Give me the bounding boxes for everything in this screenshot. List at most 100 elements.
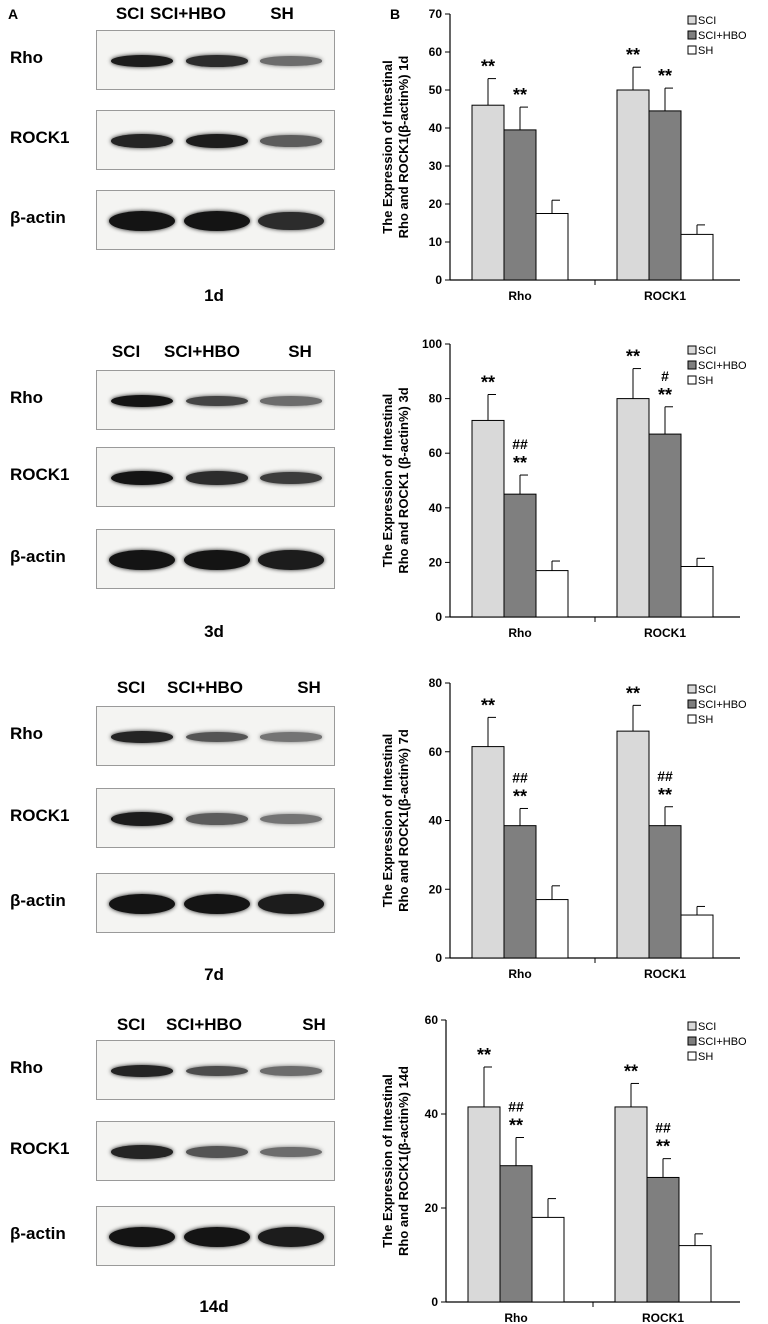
blot-band — [259, 1146, 322, 1158]
legend-swatch — [687, 45, 697, 55]
lane-label-sci-hbo: SCI+HBO — [165, 1015, 243, 1034]
significance-mark-line: ## — [657, 768, 673, 784]
blot-band — [183, 894, 250, 914]
blot-day-label: 14d — [199, 1297, 229, 1316]
y-tick-label: 10 — [429, 235, 443, 249]
significance-mark: ** — [481, 57, 495, 77]
y-tick-label: 60 — [429, 745, 443, 759]
blot-band — [185, 1146, 248, 1158]
y-tick-label: 20 — [425, 1201, 439, 1215]
legend-entry: SCI — [698, 345, 716, 357]
blot-band — [259, 1066, 322, 1076]
significance-mark-line: ## — [655, 1120, 671, 1136]
lane-label-sci: SCI — [111, 342, 141, 361]
x-tick-label: Rho — [508, 967, 531, 981]
legend-swatch — [687, 699, 697, 709]
legend-swatch — [687, 1036, 697, 1046]
blot-membrane-actin — [96, 190, 335, 250]
bar-sci — [471, 104, 505, 281]
blot-band — [111, 731, 174, 743]
bar-sci — [467, 1106, 501, 1303]
blot-membrane-actin — [96, 529, 335, 589]
blot-membrane-rock1 — [96, 788, 335, 848]
blot-row-label-rho: Rho — [10, 1058, 44, 1077]
bar-sh — [678, 1245, 712, 1303]
y-tick-label: 70 — [429, 7, 443, 21]
blot-band — [259, 813, 322, 825]
y-tick-label: 100 — [422, 337, 442, 351]
significance-mark: **## — [655, 1120, 671, 1157]
blot-band — [259, 471, 322, 485]
blot-band — [109, 211, 176, 231]
blot-membrane-rho — [96, 370, 335, 430]
blot-band — [111, 134, 174, 148]
y-tick-label: 60 — [425, 1013, 439, 1027]
y-axis-label-line1: The Expression of Intestinal — [380, 1074, 395, 1247]
significance-mark-line: # — [661, 368, 669, 384]
significance-mark-line: ** — [481, 57, 495, 77]
legend-entry: SCI — [698, 1021, 716, 1033]
significance-mark: ** — [481, 695, 495, 715]
significance-mark: **# — [658, 368, 672, 405]
significance-mark-line: ** — [513, 85, 527, 105]
blot-band — [111, 1145, 174, 1159]
legend-entry: SCI+HBO — [698, 1036, 747, 1048]
significance-mark: ** — [626, 45, 640, 65]
y-tick-label: 20 — [429, 197, 443, 211]
blot-band — [185, 55, 248, 67]
y-tick-label: 30 — [429, 159, 443, 173]
bar-sh — [535, 899, 569, 959]
significance-mark: ** — [626, 347, 640, 367]
blot-band — [185, 471, 248, 485]
significance-mark-line: ## — [508, 1099, 524, 1115]
y-axis-label-line1: The Expression of Intestinal — [380, 734, 395, 907]
significance-mark: **## — [512, 769, 528, 806]
significance-mark-line: ** — [658, 785, 672, 805]
bar-sci-hbo — [648, 825, 682, 959]
blot-band — [259, 396, 322, 406]
y-tick-label: 40 — [429, 121, 443, 135]
legend-entry: SH — [698, 1051, 713, 1063]
bar-sci-hbo — [503, 825, 537, 959]
significance-mark-line: ** — [481, 695, 495, 715]
blot-band — [111, 1065, 174, 1077]
lane-label-sh: SH — [270, 4, 294, 23]
lane-label-sci-hbo: SCI+HBO — [163, 342, 241, 361]
legend-entry: SCI+HBO — [698, 30, 747, 42]
significance-mark-line: ** — [626, 683, 640, 703]
y-axis-label-line1: The Expression of Intestinal — [380, 60, 395, 233]
y-axis-label-line2: Rho and ROCK1(β-actin%) 14d — [396, 1066, 411, 1256]
significance-mark-line: ** — [481, 373, 495, 393]
legend-swatch — [687, 360, 697, 370]
blot-band — [257, 550, 324, 570]
y-axis-label: The Expression of IntestinalRho and ROCK… — [380, 729, 411, 912]
blot-band — [109, 894, 176, 914]
blot-row-label-rho: Rho — [10, 388, 44, 407]
y-tick-label: 40 — [425, 1107, 439, 1121]
bar-sci-hbo — [648, 433, 682, 618]
blot-membrane-rho — [96, 706, 335, 766]
bar-sci-hbo — [503, 129, 537, 281]
significance-mark: **## — [512, 436, 528, 473]
bar-sci — [616, 89, 650, 281]
blot-band — [257, 1227, 324, 1247]
blot-row-label-actin: β-actin — [10, 891, 66, 910]
blot-band — [257, 211, 324, 231]
y-axis-label-line2: Rho and ROCK1 (β-actin%) 3d — [396, 387, 411, 573]
lane-label-sci: SCI — [115, 4, 145, 23]
bar-sh — [535, 213, 569, 281]
significance-mark: **## — [657, 768, 673, 805]
lane-label-sh: SH — [288, 342, 312, 361]
bar-chart-4: 0 20 40 60 The Expression of IntestinalRho a… — [380, 1013, 747, 1324]
blot-band — [185, 813, 248, 825]
bar-sh — [680, 565, 714, 618]
significance-mark-line: ** — [624, 1061, 638, 1081]
y-tick-label: 0 — [435, 610, 442, 624]
blot-band — [259, 56, 322, 66]
x-tick-label: Rho — [504, 1311, 527, 1324]
significance-mark-line: ## — [512, 769, 528, 785]
significance-mark: ** — [624, 1061, 638, 1081]
legend-swatch — [687, 375, 697, 385]
panel-a-letter: A — [8, 6, 19, 22]
